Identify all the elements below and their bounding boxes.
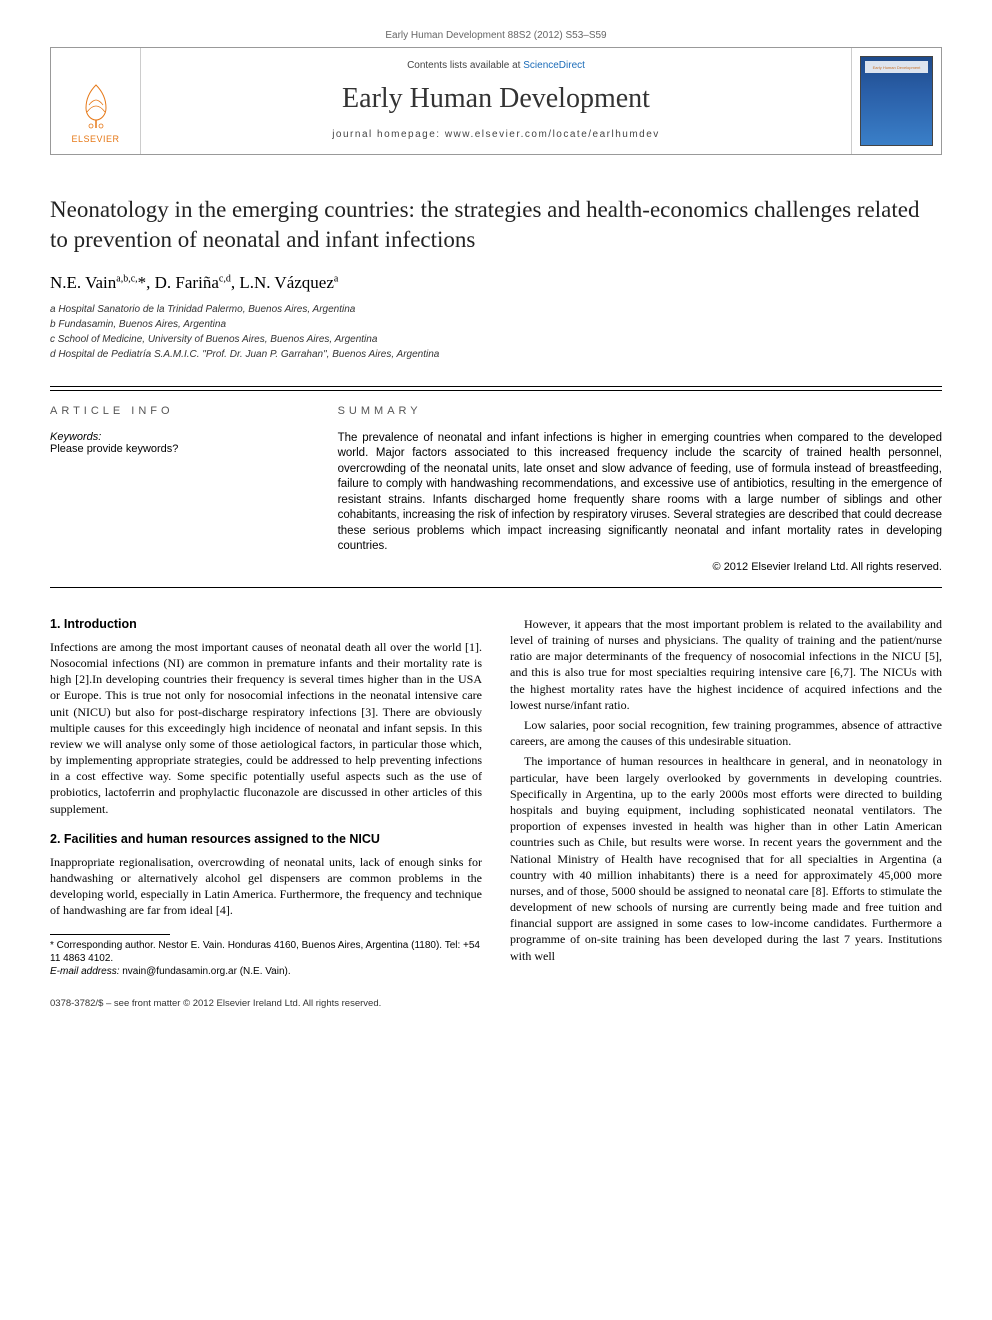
corresponding-author-footnote: * Corresponding author. Nestor E. Vain. …: [50, 939, 482, 965]
article-info-column: ARTICLE INFO Keywords: Please provide ke…: [50, 390, 318, 587]
running-head: Early Human Development 88S2 (2012) S53–…: [50, 30, 942, 41]
article-info-summary-row: ARTICLE INFO Keywords: Please provide ke…: [50, 386, 942, 588]
section-heading-1: 1. Introduction: [50, 616, 482, 633]
body-paragraph: Low salaries, poor social recognition, f…: [510, 717, 942, 749]
affiliation: d Hospital de Pediatría S.A.M.I.C. "Prof…: [50, 348, 942, 362]
masthead-center: Contents lists available at ScienceDirec…: [141, 48, 851, 154]
body-paragraph: However, it appears that the most import…: [510, 616, 942, 713]
cover-label: Early Human Development: [873, 65, 921, 70]
email-address[interactable]: nvain@fundasamin.org.ar: [122, 966, 237, 977]
journal-homepage-line: journal homepage: www.elsevier.com/locat…: [151, 129, 841, 140]
article-info-header: ARTICLE INFO: [50, 405, 298, 417]
article-title: Neonatology in the emerging countries: t…: [50, 195, 942, 255]
section-heading-2: 2. Facilities and human resources assign…: [50, 831, 482, 848]
journal-name: Early Human Development: [151, 83, 841, 115]
cover-thumbnail-block: Early Human Development: [851, 48, 941, 154]
email-suffix: (N.E. Vain).: [237, 966, 291, 977]
body-paragraph: Inappropriate regionalisation, overcrowd…: [50, 854, 482, 919]
body-paragraph: The importance of human resources in hea…: [510, 753, 942, 963]
keywords-text: Please provide keywords?: [50, 443, 298, 455]
contents-available-line: Contents lists available at ScienceDirec…: [151, 60, 841, 71]
email-footnote: E-mail address: nvain@fundasamin.org.ar …: [50, 965, 482, 978]
authors-line: N.E. Vaina,b,c,*, D. Fariñac,d, L.N. Váz…: [50, 273, 942, 293]
masthead: ELSEVIER Contents lists available at Sci…: [50, 47, 942, 155]
journal-cover-icon: Early Human Development: [860, 56, 933, 146]
page-footer: 0378-3782/$ – see front matter © 2012 El…: [50, 998, 942, 1009]
homepage-url[interactable]: www.elsevier.com/locate/earlhumdev: [445, 129, 660, 140]
summary-copyright: © 2012 Elsevier Ireland Ltd. All rights …: [338, 561, 942, 573]
affiliation: c School of Medicine, University of Buen…: [50, 333, 942, 347]
email-label: E-mail address:: [50, 966, 122, 977]
publisher-name: ELSEVIER: [71, 134, 119, 144]
summary-text: The prevalence of neonatal and infant in…: [338, 431, 942, 555]
affiliation: b Fundasamin, Buenos Aires, Argentina: [50, 318, 942, 332]
contents-prefix: Contents lists available at: [407, 60, 523, 71]
summary-column: SUMMARY The prevalence of neonatal and i…: [318, 390, 942, 587]
footnote-separator: [50, 934, 170, 935]
homepage-prefix: journal homepage:: [332, 129, 445, 140]
sciencedirect-link[interactable]: ScienceDirect: [523, 60, 585, 71]
summary-header: SUMMARY: [338, 405, 942, 417]
body-columns: 1. Introduction Infections are among the…: [50, 616, 942, 979]
elsevier-tree-icon: [71, 80, 121, 130]
affiliation: a Hospital Sanatorio de la Trinidad Pale…: [50, 303, 942, 317]
keywords-label: Keywords:: [50, 431, 298, 443]
affiliations-block: a Hospital Sanatorio de la Trinidad Pale…: [50, 303, 942, 362]
body-paragraph: Infections are among the most important …: [50, 639, 482, 817]
publisher-logo-block: ELSEVIER: [51, 48, 141, 154]
